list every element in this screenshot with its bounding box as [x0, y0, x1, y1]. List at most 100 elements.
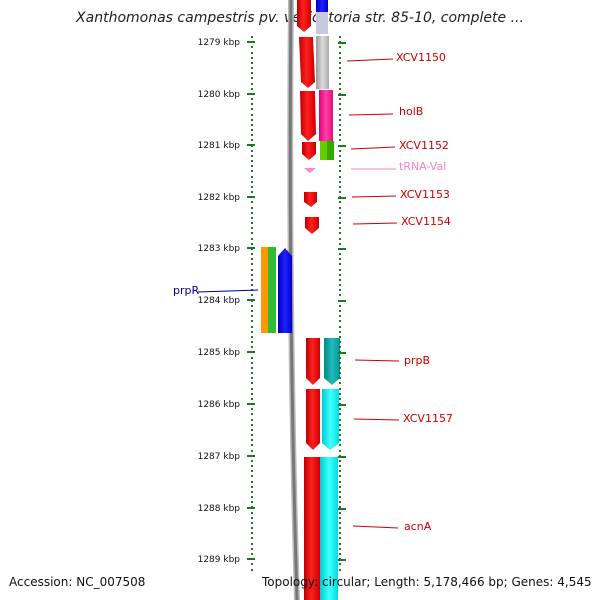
tick-mark [339, 408, 341, 410]
gene-label-xcv1150[interactable]: XCV1150 [396, 51, 446, 64]
tick-mark [251, 393, 253, 395]
label-leaders [197, 58, 400, 529]
tick-mark [251, 341, 253, 343]
scale-label-1286: 1286 kbp [198, 400, 241, 410]
tick-mark [247, 299, 255, 301]
gene-xcv1152[interactable] [302, 142, 316, 160]
tick-mark [339, 67, 341, 69]
tick-mark [251, 88, 253, 90]
tick-mark [339, 129, 341, 131]
gene-xcv1150[interactable] [299, 37, 315, 88]
gene-trna-val[interactable] [304, 168, 316, 173]
tick-mark [251, 119, 253, 121]
tick-mark [339, 305, 341, 307]
tick-mark [247, 93, 255, 95]
tick-mark [247, 351, 255, 353]
tick-mark [251, 465, 253, 467]
tick-mark [339, 377, 341, 379]
tick-mark [251, 36, 253, 38]
tick-mark [251, 310, 253, 312]
gene-label-xcv1153[interactable]: XCV1153 [400, 188, 450, 201]
tick-mark [339, 201, 341, 203]
tick-mark [247, 403, 255, 405]
tick-mark [251, 243, 253, 245]
tick-mark [339, 98, 341, 100]
tick-mark [339, 103, 341, 105]
tick-mark [251, 253, 253, 255]
tick-mark [251, 377, 253, 379]
tick-mark [251, 388, 253, 390]
tick-mark [339, 543, 341, 545]
gene-acna[interactable] [304, 457, 320, 600]
tick-mark [339, 253, 341, 255]
tick-mark [251, 103, 253, 105]
tick-mark [339, 52, 341, 54]
gene-xcv1157[interactable] [306, 389, 320, 450]
tick-mark [338, 352, 346, 354]
gene-label-xcv1154[interactable]: XCV1154 [401, 215, 451, 228]
tick-mark [251, 481, 253, 483]
gene-label-holb[interactable]: holB [399, 105, 423, 118]
tick-mark [251, 491, 253, 493]
tick-mark [251, 207, 253, 209]
tick-mark [251, 284, 253, 286]
gene-label-xcv1157[interactable]: XCV1157 [403, 412, 453, 425]
tick-mark [339, 357, 341, 359]
tick-mark [251, 217, 253, 219]
tick-mark [251, 429, 253, 431]
tick-mark [251, 470, 253, 472]
tick-mark [251, 346, 253, 348]
tick-mark [251, 170, 253, 172]
tick-mark [251, 212, 253, 214]
tick-mark [339, 434, 341, 436]
tick-mark [251, 517, 253, 519]
tick-mark [339, 124, 341, 126]
tick-mark [339, 176, 341, 178]
tick-mark [339, 181, 341, 183]
tick-mark [339, 512, 341, 514]
tick-mark [339, 217, 341, 219]
gene-labels: XCV1150 holB XCV1152 tRNA-Val XCV1153 XC… [173, 51, 453, 533]
tick-mark [339, 444, 341, 446]
gene-label-xcv1152[interactable]: XCV1152 [399, 139, 449, 152]
tick-mark [251, 522, 253, 524]
tick-mark [339, 72, 341, 74]
tick-mark [339, 460, 341, 462]
tick-mark [251, 543, 253, 545]
tick-mark [339, 289, 341, 291]
gene-prpb[interactable] [306, 338, 320, 385]
gene-label-prpr[interactable]: prpR [173, 284, 199, 297]
tick-mark [338, 456, 346, 458]
tick-mark [251, 501, 253, 503]
gene-xcv1149[interactable] [297, 0, 311, 32]
tick-mark [339, 150, 341, 152]
gene-holb[interactable] [300, 91, 316, 141]
tick-mark [251, 553, 253, 555]
tick-mark [251, 357, 253, 359]
gene-xcv1153[interactable] [304, 192, 317, 207]
gene-label-acna[interactable]: acnA [404, 520, 432, 533]
tick-mark [251, 424, 253, 426]
tick-mark [339, 388, 341, 390]
tick-mark [251, 222, 253, 224]
tick-mark [251, 150, 253, 152]
tick-mark [339, 569, 341, 571]
tick-mark [251, 279, 253, 281]
tick-mark [251, 320, 253, 322]
tick-mark [339, 382, 341, 384]
scale-label-1279: 1279 kbp [198, 38, 241, 48]
tick-mark [339, 258, 341, 260]
tick-mark [251, 372, 253, 374]
gene-label-trna-val[interactable]: tRNA-Val [399, 160, 446, 173]
gene-prpr[interactable] [278, 248, 292, 333]
tick-mark [251, 186, 253, 188]
gene-xcv1154[interactable] [305, 217, 319, 234]
tick-mark [339, 284, 341, 286]
gene-label-prpb[interactable]: prpB [404, 354, 430, 367]
scale-axis: 1279 kbp 1280 kbp 1281 kbp 1282 kbp 1283… [198, 38, 241, 565]
tick-mark [339, 398, 341, 400]
tick-mark [251, 134, 253, 136]
tick-mark [339, 232, 341, 234]
tick-mark [251, 191, 253, 193]
